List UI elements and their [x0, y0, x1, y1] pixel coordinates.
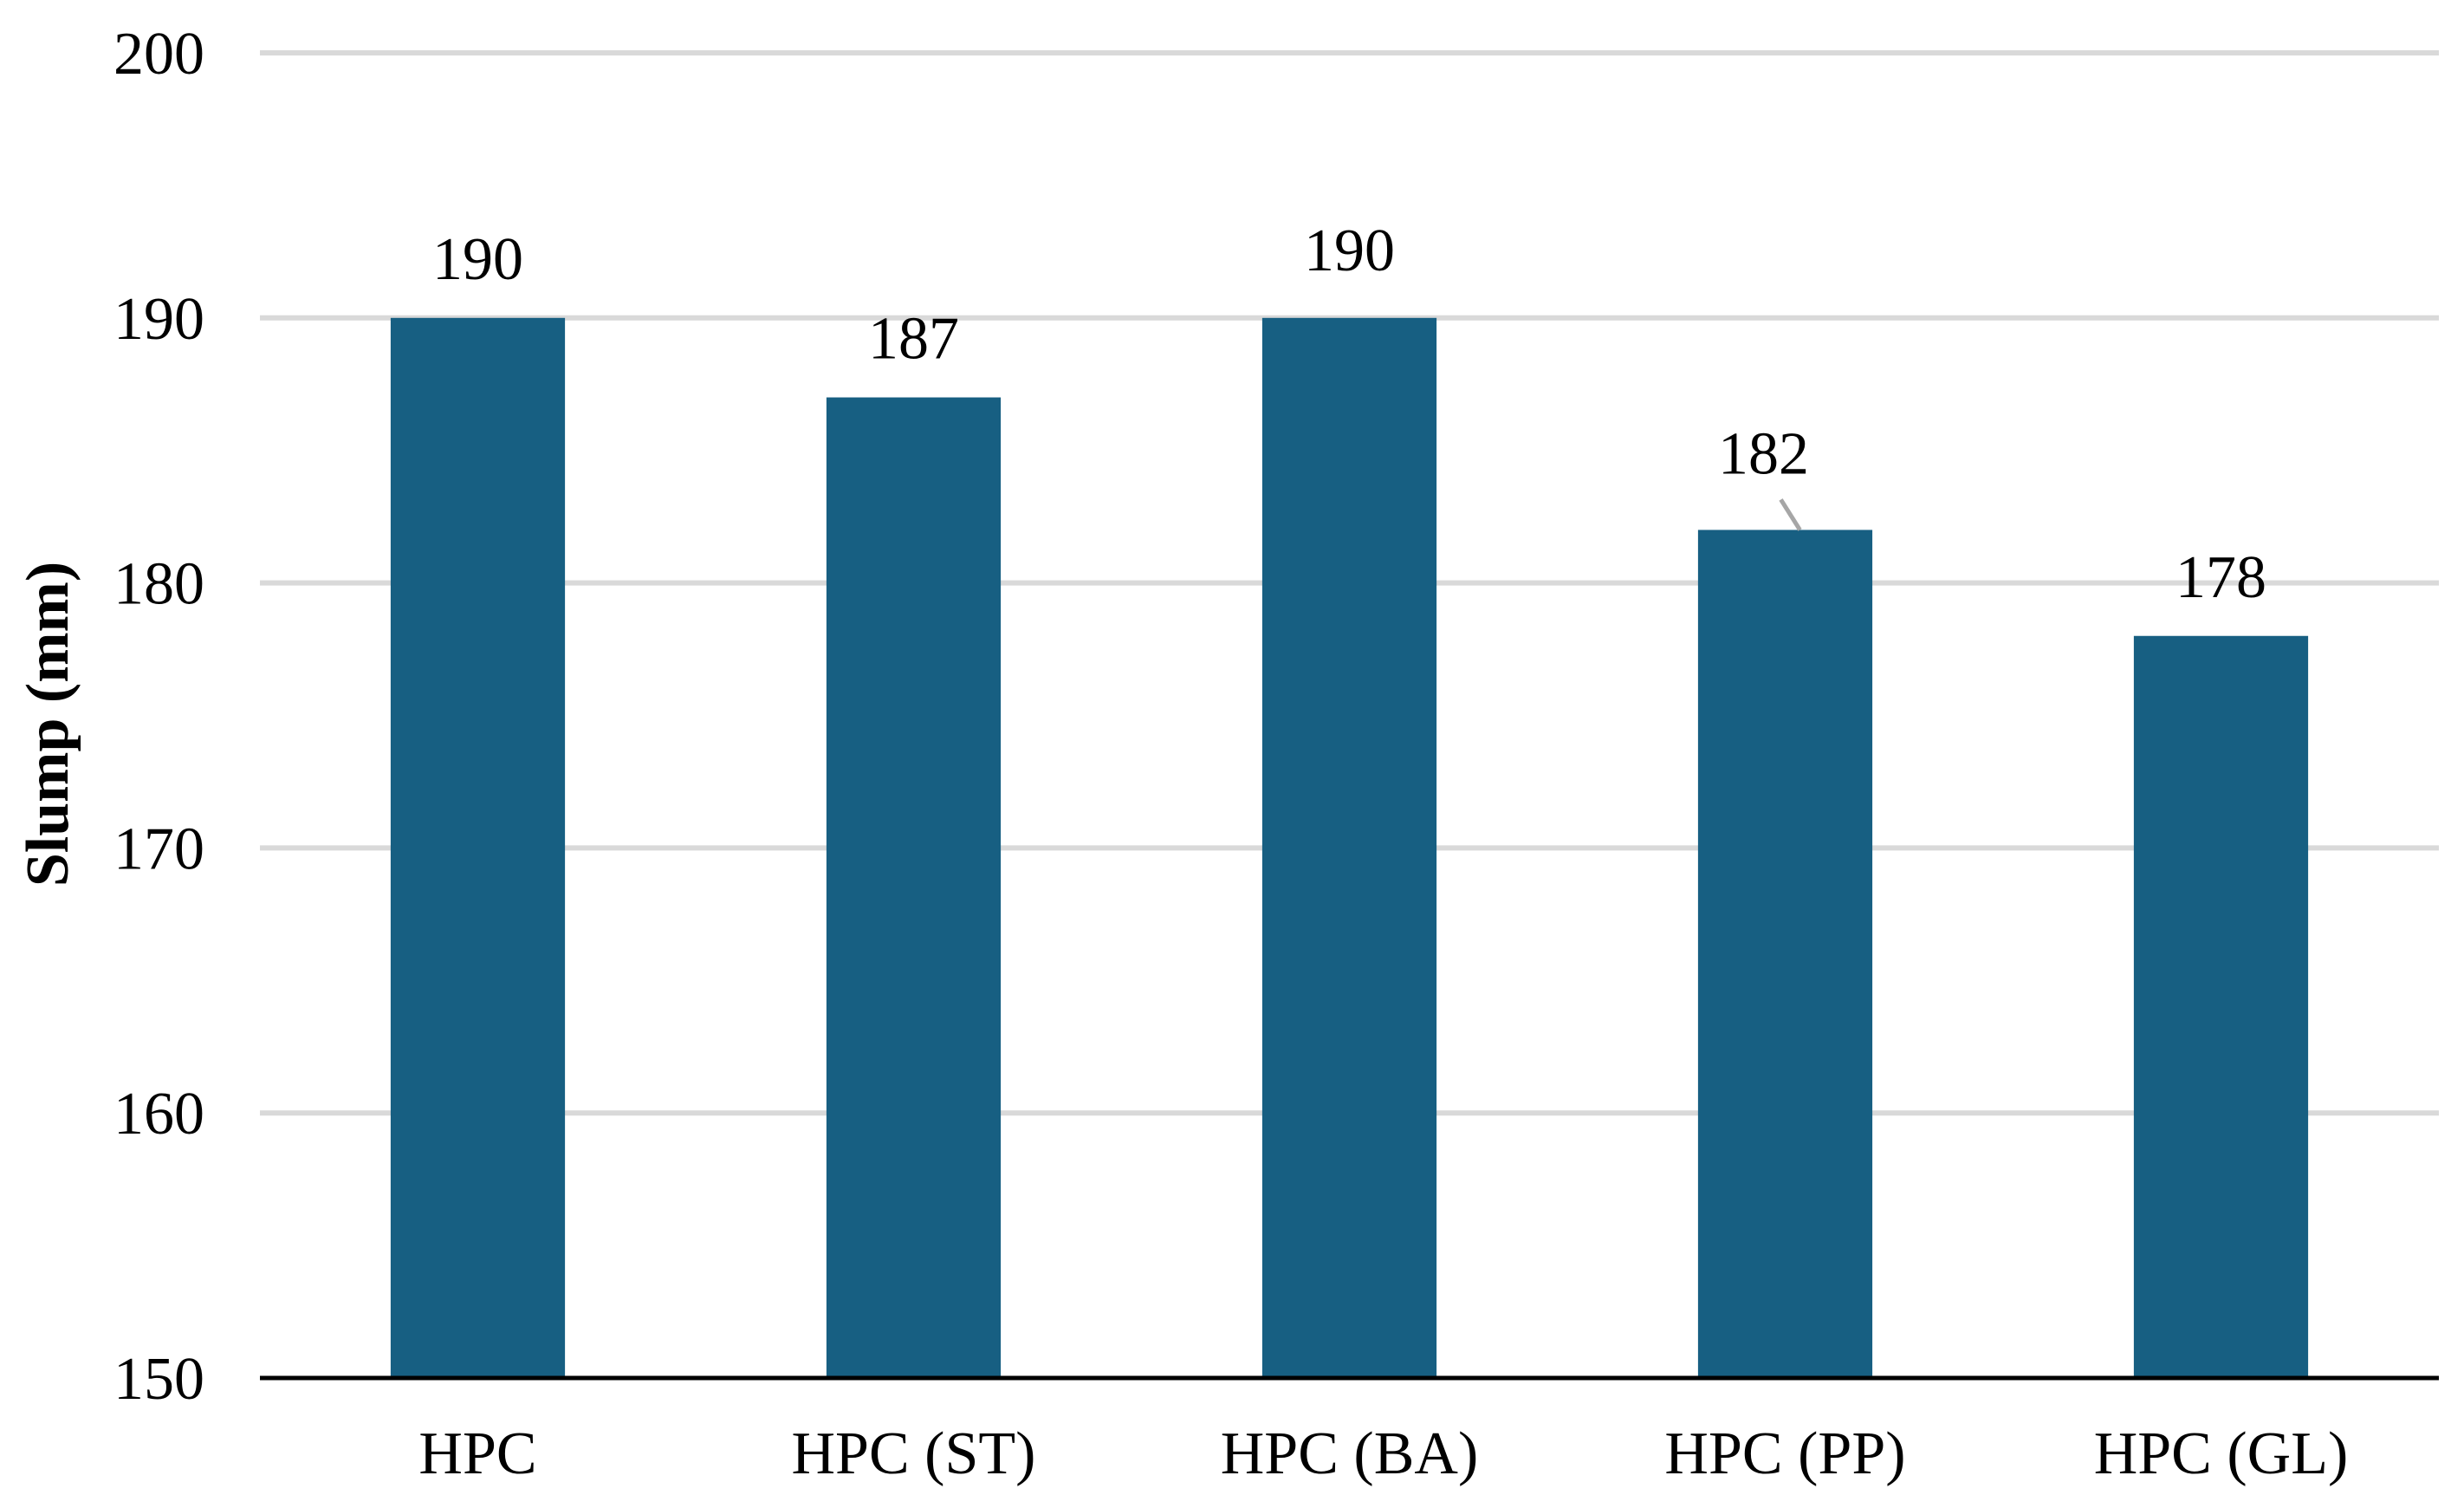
y-tick-label: 150: [113, 1346, 204, 1413]
bars: [390, 317, 2309, 1378]
y-tick-label: 200: [113, 21, 204, 88]
data-label-4: 178: [2175, 544, 2266, 611]
data-label-1: 187: [868, 306, 959, 373]
bar-2: [1261, 317, 1437, 1378]
y-axis-title: Slump (mm): [15, 562, 81, 887]
y-tick-label: 160: [113, 1081, 204, 1147]
bar-0: [390, 317, 566, 1378]
data-label-0: 190: [432, 226, 523, 293]
bar-3: [1697, 530, 1873, 1378]
y-tick-label: 170: [113, 816, 204, 882]
leader-lines: [1779, 498, 1802, 531]
category-label: HPC (PP): [1664, 1420, 1905, 1487]
y-tick-labels: 150 160 170 180 190 200: [113, 21, 204, 1413]
category-label: HPC (ST): [792, 1420, 1036, 1487]
y-tick-label: 180: [113, 551, 204, 618]
category-labels: HPC HPC (ST) HPC (BA) HPC (PP) HPC (GL): [418, 1420, 2348, 1487]
bar-1: [826, 397, 1002, 1378]
data-labels: 190 187 190 182 178: [432, 218, 2266, 611]
data-label-3: 182: [1718, 420, 1809, 487]
data-label-2: 190: [1304, 218, 1395, 284]
y-tick-label: 190: [113, 286, 204, 353]
leader-line: [1779, 498, 1802, 531]
category-label: HPC (BA): [1221, 1420, 1479, 1487]
bar-4: [2133, 635, 2309, 1378]
category-label: HPC: [418, 1420, 536, 1487]
category-label: HPC (GL): [2094, 1420, 2349, 1487]
